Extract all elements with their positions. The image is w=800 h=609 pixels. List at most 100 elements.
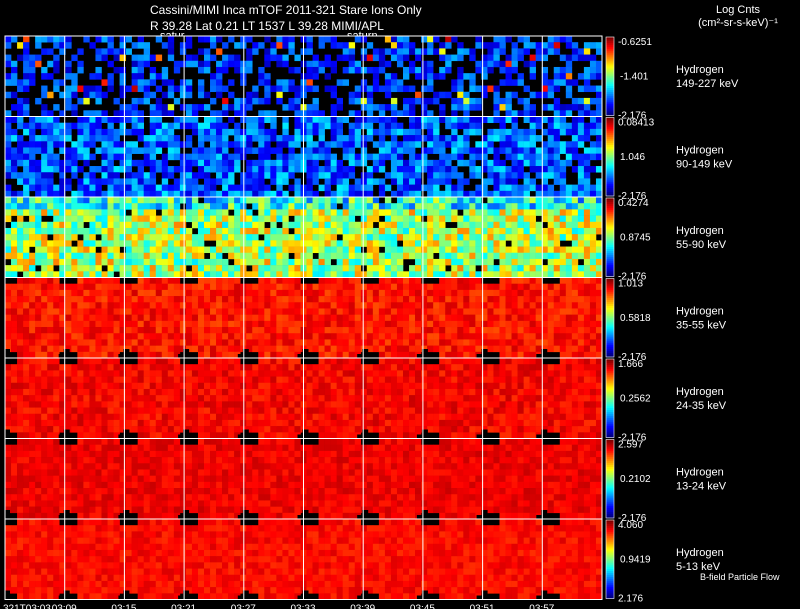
heatmap-cell xyxy=(35,221,42,229)
heatmap-cell xyxy=(47,178,54,185)
heatmap-cell xyxy=(481,66,488,74)
heatmap-cell xyxy=(403,221,410,229)
heatmap-cell xyxy=(197,432,205,439)
heatmap-cell xyxy=(324,289,331,297)
heatmap-cell xyxy=(409,128,416,136)
heatmap-cell xyxy=(191,289,199,297)
heatmap-cell xyxy=(282,190,289,198)
heatmap-cell xyxy=(41,122,48,130)
heatmap-cell xyxy=(433,240,440,247)
heatmap-cell xyxy=(173,258,181,266)
heatmap-cell xyxy=(318,172,325,179)
heatmap-cell xyxy=(529,135,536,142)
heatmap-cell xyxy=(445,116,452,123)
colorbar-segment xyxy=(606,323,614,326)
heatmap-cell xyxy=(493,36,500,43)
heatmap-cell xyxy=(288,314,295,322)
heatmap-cell xyxy=(191,209,199,216)
heatmap-cell xyxy=(493,308,500,315)
data-gap xyxy=(362,349,369,363)
heatmap-cell xyxy=(589,308,597,315)
heatmap-cell xyxy=(523,265,530,272)
colorbar-segment xyxy=(606,168,614,171)
heatmap-cell xyxy=(107,401,114,408)
heatmap-cell xyxy=(324,54,331,62)
heatmap-cell xyxy=(53,271,60,278)
heatmap-cell xyxy=(29,320,36,328)
heatmap-cell xyxy=(529,333,536,340)
heatmap-cell xyxy=(47,153,54,161)
heatmap-cell xyxy=(5,345,12,353)
heatmap-cell xyxy=(342,184,350,192)
heatmap-cell xyxy=(41,395,48,402)
heatmap-cell xyxy=(228,60,235,68)
heatmap-cell xyxy=(409,209,416,216)
heatmap-cell xyxy=(390,215,398,223)
heatmap-cell xyxy=(529,197,536,204)
heatmap-cell xyxy=(252,91,259,99)
heatmap-cell xyxy=(5,320,12,328)
heatmap-cell xyxy=(35,271,42,278)
heatmap-cell xyxy=(23,258,30,266)
heatmap-cell xyxy=(155,333,163,340)
heatmap-cell xyxy=(487,85,494,93)
heatmap-cell xyxy=(312,153,319,161)
heatmap-cell xyxy=(83,339,90,346)
heatmap-cell xyxy=(222,209,229,216)
heatmap-cell xyxy=(559,159,567,167)
heatmap-cell xyxy=(35,426,42,433)
heatmap-cell xyxy=(264,258,271,266)
heatmap-cell xyxy=(427,190,434,198)
heatmap-cell xyxy=(493,184,500,192)
heatmap-cell xyxy=(264,36,271,43)
heatmap-cell xyxy=(210,265,217,272)
heatmap-cell xyxy=(95,54,102,62)
heatmap-cell xyxy=(264,215,271,223)
heatmap-cell xyxy=(197,277,205,284)
heatmap-cell xyxy=(204,227,211,235)
heatmap-cell xyxy=(71,79,78,86)
heatmap-cell xyxy=(276,240,283,247)
heatmap-cell xyxy=(35,395,42,402)
heatmap-cell xyxy=(306,258,313,266)
heatmap-cell xyxy=(445,252,452,260)
heatmap-cell xyxy=(354,308,362,315)
heatmap-cell xyxy=(396,172,404,179)
heatmap-cell xyxy=(95,227,102,235)
heatmap-cell xyxy=(493,85,500,93)
heatmap-cell xyxy=(547,227,555,235)
heatmap-cell xyxy=(197,265,205,272)
heatmap-cell xyxy=(59,345,66,353)
heatmap-cell xyxy=(113,116,120,123)
heatmap-cell xyxy=(445,333,452,340)
heatmap-cell xyxy=(469,289,476,297)
heatmap-cell xyxy=(17,258,24,266)
heatmap-cell xyxy=(204,432,211,439)
heatmap-cell xyxy=(427,197,434,204)
heatmap-cell xyxy=(318,116,325,123)
heatmap-cell xyxy=(11,252,18,260)
heatmap-cell xyxy=(276,333,283,340)
heatmap-cell xyxy=(372,308,380,315)
heatmap-cell xyxy=(565,128,573,136)
heatmap-cell xyxy=(427,252,434,260)
heatmap-cell xyxy=(137,265,144,272)
heatmap-cell xyxy=(167,432,175,439)
heatmap-cell xyxy=(234,141,241,148)
heatmap-cell xyxy=(113,184,120,192)
heatmap-cell xyxy=(366,320,374,328)
heatmap-cell xyxy=(161,358,169,365)
heatmap-cell xyxy=(415,159,422,167)
heatmap-cell xyxy=(222,178,229,185)
heatmap-cell xyxy=(197,166,205,173)
heatmap-cell xyxy=(161,320,169,328)
heatmap-cell xyxy=(59,388,66,396)
heatmap-cell xyxy=(47,382,54,390)
heatmap-cell xyxy=(191,407,199,415)
heatmap-cell xyxy=(330,345,337,353)
heatmap-cell xyxy=(409,190,416,198)
heatmap-cell xyxy=(318,265,325,272)
heatmap-cell xyxy=(204,234,211,241)
heatmap-cell xyxy=(53,302,60,309)
heatmap-cell xyxy=(439,172,446,179)
